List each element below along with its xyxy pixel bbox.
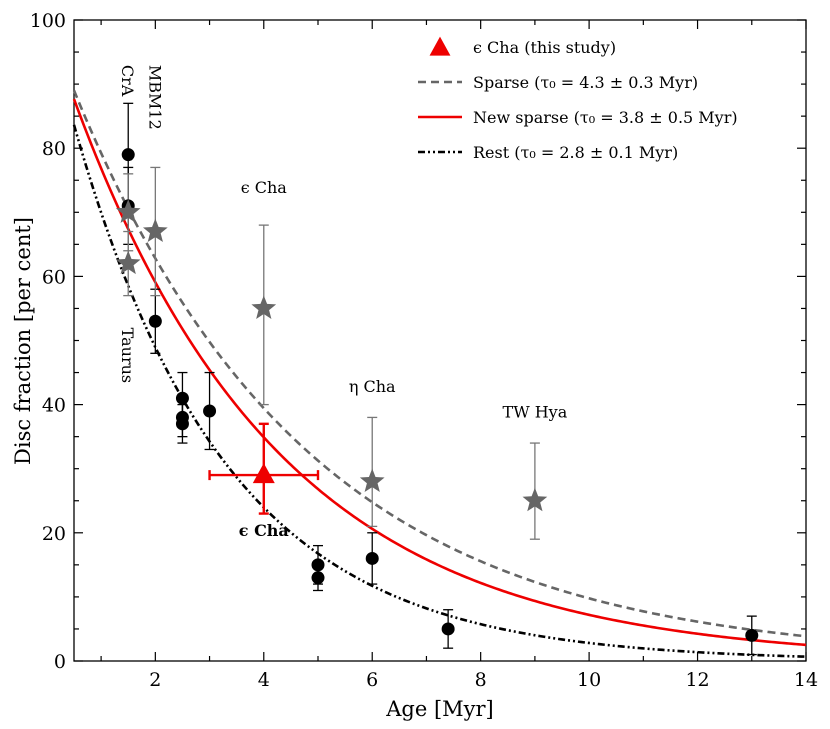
x-tick-label: 8 [475, 669, 487, 691]
legend: ϵ Cha (this study) Sparse (τ₀ = 4.3 ± 0.3… [418, 36, 738, 162]
y-tick-label: 80 [42, 138, 66, 160]
y-tick-label: 20 [42, 523, 66, 545]
x-axis-label: Age [Myr] [385, 697, 494, 721]
point-circle [311, 571, 325, 585]
legend-label: Sparse (τ₀ = 4.3 ± 0.3 Myr) [473, 73, 698, 92]
axis-ticks: 2 4 6 8 10 12 14 0 20 40 60 80 100 [30, 10, 818, 691]
legend-label: New sparse (τ₀ = 3.8 ± 0.5 Myr) [473, 108, 738, 127]
annotation-label: CrA [118, 65, 137, 97]
annotation-label: ϵ Cha [241, 178, 288, 197]
point-star [251, 295, 277, 319]
point-circle [745, 628, 759, 642]
point-circle [121, 148, 135, 162]
annotation-label: ϵ Cha [239, 521, 289, 540]
point-star [115, 199, 141, 223]
point-star [115, 250, 141, 275]
x-tick-label: 6 [366, 669, 378, 691]
x-tick-label: 12 [685, 669, 709, 691]
point-triangle [252, 463, 275, 484]
curve-new-sparse [72, 98, 807, 647]
point-circle [148, 314, 162, 328]
error-bars [123, 102, 757, 656]
point-circle [311, 558, 325, 572]
y-tick-label: 100 [30, 10, 66, 32]
annotation-label: TW Hya [503, 402, 568, 421]
x-tick-label: 4 [258, 669, 270, 691]
curve-rest [72, 124, 807, 658]
legend-marker-triangle [429, 36, 451, 56]
annotation-label: η Cha [349, 377, 396, 396]
point-star [522, 487, 548, 512]
y-tick-label: 0 [54, 651, 66, 673]
annotation-label: MBM12 [145, 65, 164, 130]
point-circle [203, 404, 217, 418]
point-circle [175, 417, 189, 431]
cluster-annotations: CrA MBM12 Taurus ϵ Cha η Cha TW Hya ϵ Cha [118, 65, 567, 540]
curve-sparse [72, 89, 807, 638]
legend-label: ϵ Cha (this study) [473, 38, 616, 57]
model-curves [72, 89, 807, 658]
x-tick-label: 10 [577, 669, 601, 691]
point-star [359, 468, 385, 493]
x-tick-label: 14 [794, 669, 818, 691]
point-star [142, 218, 168, 243]
point-circle [441, 622, 455, 636]
data-markers [115, 148, 759, 642]
y-axis-label: Disc fraction [per cent] [11, 217, 35, 465]
x-tick-label: 2 [149, 669, 161, 691]
annotation-label: Taurus [118, 328, 137, 383]
point-circle [175, 391, 189, 405]
y-tick-label: 40 [42, 395, 66, 417]
y-tick-label: 60 [42, 266, 66, 288]
legend-label: Rest (τ₀ = 2.8 ± 0.1 Myr) [473, 143, 678, 162]
point-circle [365, 551, 379, 565]
